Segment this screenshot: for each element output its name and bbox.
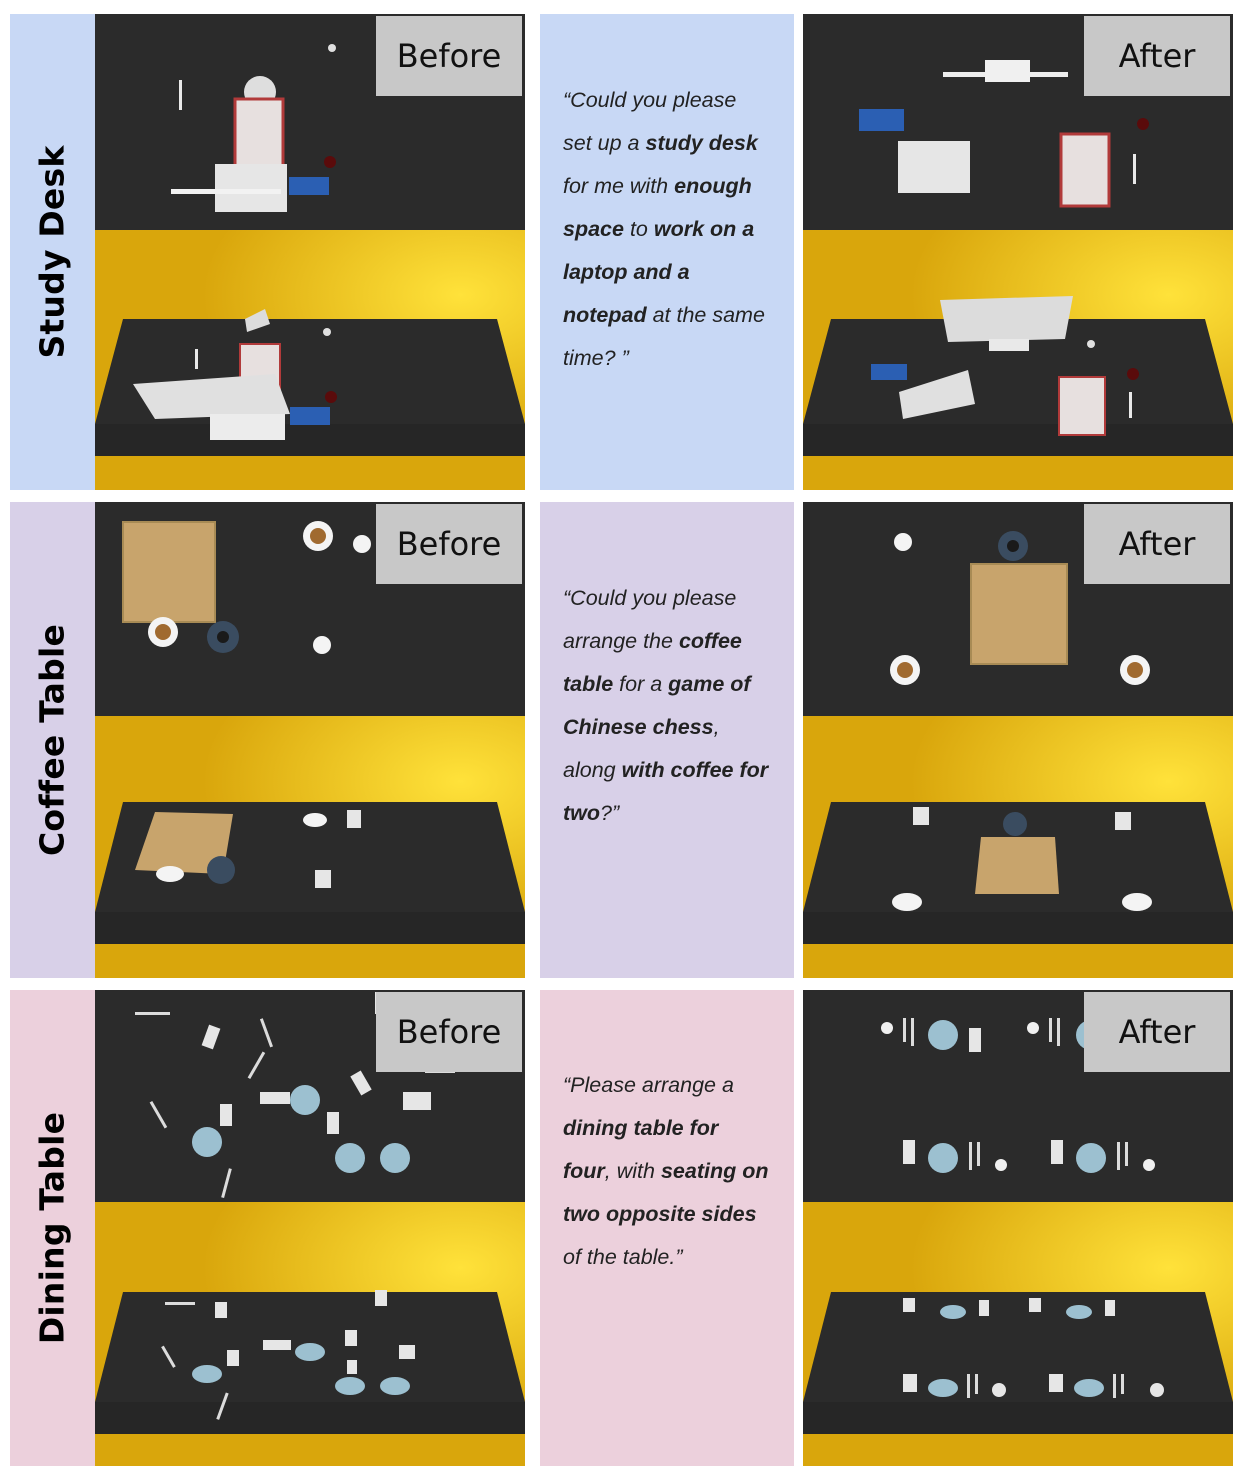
prompt-seg: ” xyxy=(621,346,629,370)
prompt-seg: of the table. xyxy=(563,1245,676,1269)
prompt-seg: ” xyxy=(612,801,620,825)
row-label-panel: Study Desk xyxy=(10,14,95,490)
before-tag: Before xyxy=(376,16,522,96)
prompt-seg: ? xyxy=(600,801,612,825)
prompt-seg: for a xyxy=(613,672,669,696)
prompt-panel: “Could you please set up a study desk fo… xyxy=(540,14,794,490)
row-label-panel: Dining Table xyxy=(10,990,95,1466)
prompt-text: “Please arrange a dining table for four,… xyxy=(563,1064,769,1279)
dining-table-row: Dining Table xyxy=(0,990,1240,1466)
prompt-seg: Could you please arrange the xyxy=(563,586,737,653)
prompt-bold-seg: seating on two opposite sides xyxy=(563,1159,769,1226)
after-scene-image: After xyxy=(803,14,1233,490)
before-tag: Before xyxy=(376,504,522,584)
prompt-seg: at the same time? xyxy=(563,303,765,370)
prompt-seg: Please arrange a xyxy=(570,1073,734,1097)
before-scene-image: Before xyxy=(95,14,525,490)
coffee-table-row: Coffee Table Before “Could y xyxy=(0,502,1240,978)
prompt-panel: “Could you please arrange the coffee tab… xyxy=(540,502,794,978)
before-tag: Before xyxy=(376,992,522,1072)
prompt-bold-seg: work on a laptop and a notepad xyxy=(563,217,755,327)
after-scene-image: After xyxy=(803,502,1233,978)
prompt-seg: “ xyxy=(563,1073,571,1097)
prompt-seg: , with xyxy=(604,1159,661,1183)
row-label-panel: Coffee Table xyxy=(10,502,95,978)
row-label: Study Desk xyxy=(32,145,72,359)
row-label: Coffee Table xyxy=(32,623,72,857)
prompt-bold-seg: game of Chinese chess xyxy=(563,672,751,739)
prompt-bold-seg: study desk xyxy=(645,131,758,155)
prompt-seg: for me with xyxy=(563,174,675,198)
after-tag: After xyxy=(1084,992,1230,1072)
prompt-bold-seg: enough space xyxy=(563,174,752,241)
prompt-bold-seg: dining table for four xyxy=(563,1116,719,1183)
row-label: Dining Table xyxy=(32,1111,72,1345)
study-desk-row: Study Desk xyxy=(0,14,1240,490)
prompt-bold-seg: coffee table xyxy=(563,629,742,696)
prompt-seg: Could you please set up a xyxy=(563,88,737,155)
prompt-seg: ” xyxy=(675,1245,683,1269)
prompt-seg: , along xyxy=(563,715,720,782)
prompt-seg: to xyxy=(623,217,654,241)
before-scene-image: Before xyxy=(95,990,525,1466)
after-scene-image: After xyxy=(803,990,1233,1466)
after-tag: After xyxy=(1084,504,1230,584)
prompt-seg: “ xyxy=(563,586,571,610)
prompt-text: “Could you please arrange the coffee tab… xyxy=(563,577,769,835)
prompt-bold-seg: with coffee for two xyxy=(563,758,769,825)
after-tag: After xyxy=(1084,16,1230,96)
before-scene-image: Before xyxy=(95,502,525,978)
prompt-text: “Could you please set up a study desk fo… xyxy=(563,79,769,380)
prompt-panel: “Please arrange a dining table for four,… xyxy=(540,990,794,1466)
prompt-seg: “ xyxy=(563,88,571,112)
